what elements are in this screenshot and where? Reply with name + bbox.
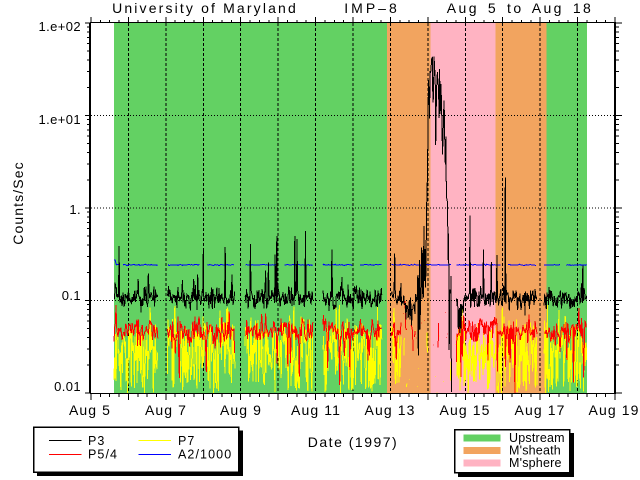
svg-text:P3: P3 <box>88 434 106 448</box>
svg-text:M'sphere: M'sphere <box>509 456 562 470</box>
svg-text:Upstream: Upstream <box>509 431 565 445</box>
svg-text:Aug 15: Aug 15 <box>440 402 491 418</box>
svg-text:Aug 17: Aug 17 <box>515 402 566 418</box>
svg-text:P7: P7 <box>178 434 196 448</box>
svg-text:1.e+01: 1.e+01 <box>38 112 81 127</box>
svg-text:Aug 5 to Aug 18: Aug 5 to Aug 18 <box>447 0 593 16</box>
svg-text:IMP–8: IMP–8 <box>344 0 399 16</box>
svg-text:1.: 1. <box>69 202 81 217</box>
svg-text:P5/4: P5/4 <box>88 448 118 462</box>
svg-text:A2/1000: A2/1000 <box>178 448 232 462</box>
svg-text:Aug 5: Aug 5 <box>69 402 111 418</box>
svg-text:0.01: 0.01 <box>54 379 81 394</box>
svg-text:Aug 13: Aug 13 <box>365 402 416 418</box>
svg-text:Aug 9: Aug 9 <box>220 402 262 418</box>
svg-text:Aug 19: Aug 19 <box>589 402 640 418</box>
svg-text:Counts/Sec: Counts/Sec <box>10 161 26 244</box>
svg-text:Aug 7: Aug 7 <box>145 402 187 418</box>
svg-text:Date (1997): Date (1997) <box>308 434 398 450</box>
svg-text:1.e+02: 1.e+02 <box>38 19 81 34</box>
svg-text:Aug 11: Aug 11 <box>291 402 341 418</box>
svg-text:University of Maryland: University of Maryland <box>112 0 298 16</box>
svg-text:0.1: 0.1 <box>62 288 81 303</box>
svg-text:M'sheath: M'sheath <box>509 444 561 458</box>
